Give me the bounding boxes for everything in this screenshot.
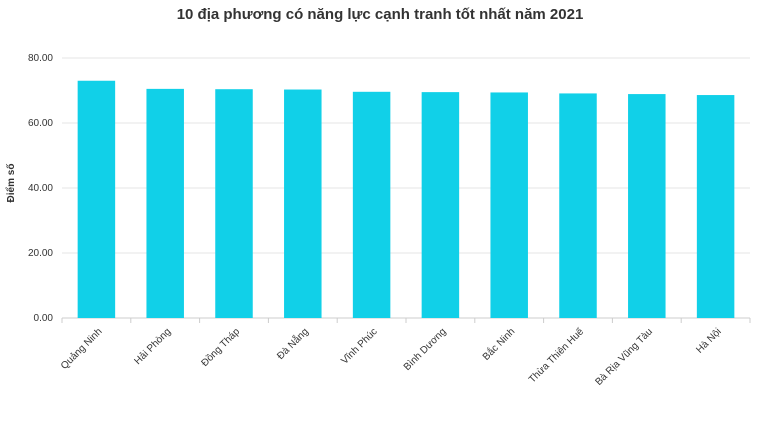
- y-axis-label: Điểm số: [5, 164, 17, 203]
- x-tick-label: Quảng Ninh: [59, 326, 105, 372]
- x-tick-label: Bình Dương: [402, 326, 449, 373]
- bar[interactable]: [559, 93, 597, 318]
- x-tick-label: Đồng Tháp: [199, 325, 243, 369]
- y-tick-label: 0.00: [34, 313, 54, 324]
- bar[interactable]: [352, 91, 391, 318]
- bar[interactable]: [421, 92, 460, 318]
- x-tick-label: Thừa Thiên Huế: [526, 325, 586, 385]
- bar[interactable]: [146, 88, 184, 318]
- x-tick-label: Bà Rịa Vũng Tàu: [593, 326, 655, 388]
- y-tick-label: 40.00: [28, 183, 53, 194]
- bar[interactable]: [215, 89, 253, 318]
- bar[interactable]: [284, 89, 322, 319]
- bar[interactable]: [77, 80, 116, 318]
- x-tick-label: Đà Nẵng: [274, 325, 311, 362]
- y-tick-label: 60.00: [28, 118, 53, 129]
- x-tick-label: Hà Nội: [694, 326, 723, 355]
- x-tick-label: Vĩnh Phúc: [339, 326, 379, 366]
- y-tick-label: 80.00: [28, 53, 53, 64]
- x-tick-label: Bắc Ninh: [479, 325, 517, 363]
- bar[interactable]: [628, 94, 666, 318]
- x-tick-label: Hải Phòng: [133, 326, 174, 367]
- bar[interactable]: [696, 95, 735, 318]
- y-tick-label: 20.00: [28, 248, 53, 259]
- bar[interactable]: [490, 92, 528, 318]
- chart-title: 10 địa phương có năng lực cạnh tranh tốt…: [176, 6, 584, 23]
